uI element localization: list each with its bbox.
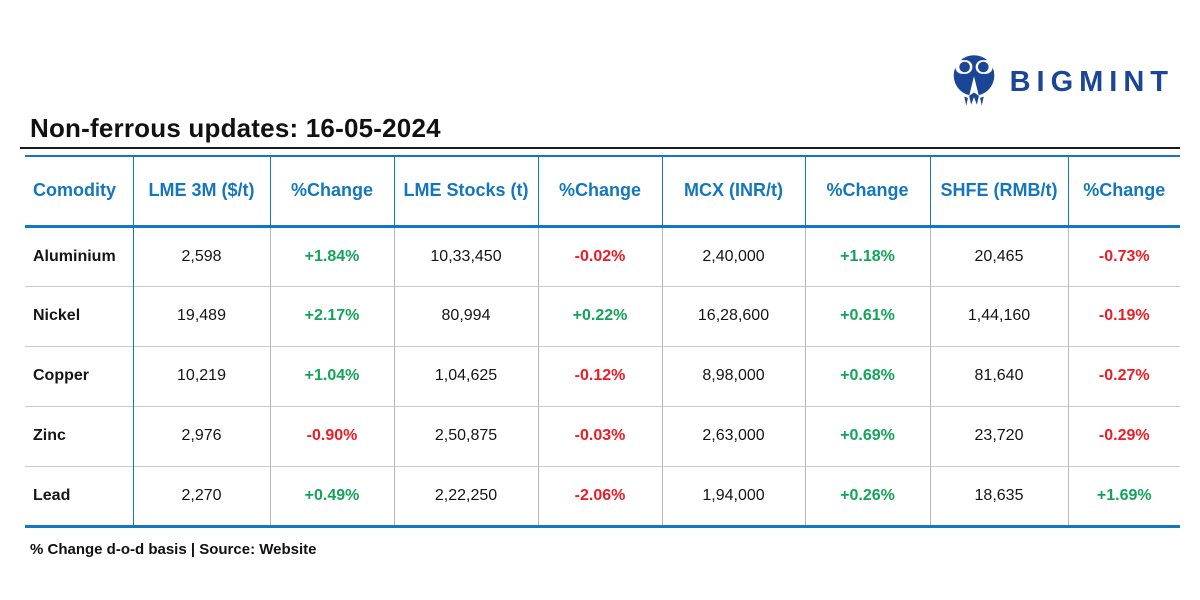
mcx-change: +0.26% bbox=[804, 465, 930, 526]
mcx-value: 2,63,000 bbox=[661, 405, 805, 466]
mcx-change: +0.61% bbox=[804, 285, 930, 346]
mcx-change: +1.18% bbox=[804, 226, 930, 286]
table-body: Aluminium 2,598 +1.84% 10,33,450 -0.02% … bbox=[25, 226, 1180, 526]
lme-stocks-value: 2,50,875 bbox=[393, 405, 538, 466]
bigmint-logo-icon bbox=[953, 55, 994, 106]
col-header-lme-3m: LME 3M ($/t) bbox=[132, 156, 270, 228]
lme-3m-value: 2,598 bbox=[132, 226, 270, 286]
mcx-value: 8,98,000 bbox=[661, 345, 805, 406]
shfe-value: 1,44,160 bbox=[929, 285, 1068, 346]
col-header-shfe-change: %Change bbox=[1067, 156, 1180, 228]
shfe-change: -0.19% bbox=[1067, 285, 1180, 346]
lme-3m-value: 2,976 bbox=[132, 405, 270, 466]
shfe-value: 18,635 bbox=[929, 465, 1068, 526]
table-header: Comodity LME 3M ($/t) %Change LME Stocks… bbox=[25, 156, 1180, 228]
col-header-lme-stocks-change: %Change bbox=[537, 156, 662, 228]
commodity-name: Nickel bbox=[25, 285, 133, 346]
lme-3m-value: 19,489 bbox=[132, 285, 270, 346]
lme-3m-change: +2.17% bbox=[269, 285, 394, 346]
shfe-value: 20,465 bbox=[929, 226, 1068, 286]
mcx-value: 16,28,600 bbox=[661, 285, 805, 346]
table-row-copper: Copper 10,219 +1.04% 1,04,625 -0.12% 8,9… bbox=[25, 345, 1180, 406]
col-header-mcx-change: %Change bbox=[804, 156, 930, 228]
shfe-change: -0.29% bbox=[1067, 405, 1180, 466]
lme-stocks-value: 10,33,450 bbox=[393, 226, 538, 286]
shfe-change: -0.27% bbox=[1067, 345, 1180, 406]
shfe-change: +1.69% bbox=[1067, 465, 1180, 526]
lme-3m-change: +1.04% bbox=[269, 345, 394, 406]
col-header-comodity: Comodity bbox=[25, 156, 133, 228]
header-row: Comodity LME 3M ($/t) %Change LME Stocks… bbox=[25, 156, 1180, 228]
shfe-change: -0.73% bbox=[1067, 226, 1180, 286]
lme-stocks-change: -0.03% bbox=[537, 405, 662, 466]
table-row-zinc: Zinc 2,976 -0.90% 2,50,875 -0.03% 2,63,0… bbox=[25, 405, 1180, 466]
table-row-aluminium: Aluminium 2,598 +1.84% 10,33,450 -0.02% … bbox=[25, 226, 1180, 286]
footnote: % Change d-o-d basis | Source: Website bbox=[30, 541, 317, 558]
non-ferrous-price-table: Comodity LME 3M ($/t) %Change LME Stocks… bbox=[25, 155, 1180, 528]
lme-3m-value: 2,270 bbox=[132, 465, 270, 526]
brand-name: BIGMINT bbox=[1009, 65, 1174, 98]
lme-stocks-change: +0.22% bbox=[537, 285, 662, 346]
shfe-value: 81,640 bbox=[929, 345, 1068, 406]
lme-stocks-change: -0.12% bbox=[537, 345, 662, 406]
lme-stocks-value: 80,994 bbox=[393, 285, 538, 346]
brand-logo: BIGMINT bbox=[948, 54, 1174, 110]
commodity-name: Aluminium bbox=[33, 247, 116, 265]
lme-3m-value: 10,219 bbox=[132, 345, 270, 406]
lme-stocks-change: -0.02% bbox=[537, 226, 662, 286]
col-header-lme-3m-change: %Change bbox=[269, 156, 394, 228]
lme-stocks-value: 1,04,625 bbox=[393, 345, 538, 406]
mcx-change: +0.68% bbox=[804, 345, 930, 406]
col-header-shfe: SHFE (RMB/t) bbox=[929, 156, 1068, 228]
mcx-change: +0.69% bbox=[804, 405, 930, 466]
lme-stocks-change: -2.06% bbox=[537, 465, 662, 526]
title-underline bbox=[20, 147, 1180, 149]
commodity-name: Lead bbox=[25, 465, 133, 526]
lme-3m-change: -0.90% bbox=[269, 405, 394, 466]
col-header-lme-stocks: LME Stocks (t) bbox=[393, 156, 538, 228]
mcx-value: 1,94,000 bbox=[661, 465, 805, 526]
table-row-lead: Lead 2,270 +0.49% 2,22,250 -2.06% 1,94,0… bbox=[25, 465, 1180, 526]
lme-3m-change: +0.49% bbox=[269, 465, 394, 526]
lme-3m-change: +1.84% bbox=[269, 226, 394, 286]
col-header-mcx: MCX (INR/t) bbox=[661, 156, 805, 228]
mcx-value: 2,40,000 bbox=[661, 226, 805, 286]
table-row-nickel: Nickel 19,489 +2.17% 80,994 +0.22% 16,28… bbox=[25, 285, 1180, 346]
commodity-name: Copper bbox=[25, 345, 133, 406]
page-title: Non-ferrous updates: 16-05-2024 bbox=[30, 113, 441, 143]
lme-stocks-value: 2,22,250 bbox=[393, 465, 538, 526]
shfe-value: 23,720 bbox=[929, 405, 1068, 466]
commodity-name: Zinc bbox=[25, 405, 133, 466]
